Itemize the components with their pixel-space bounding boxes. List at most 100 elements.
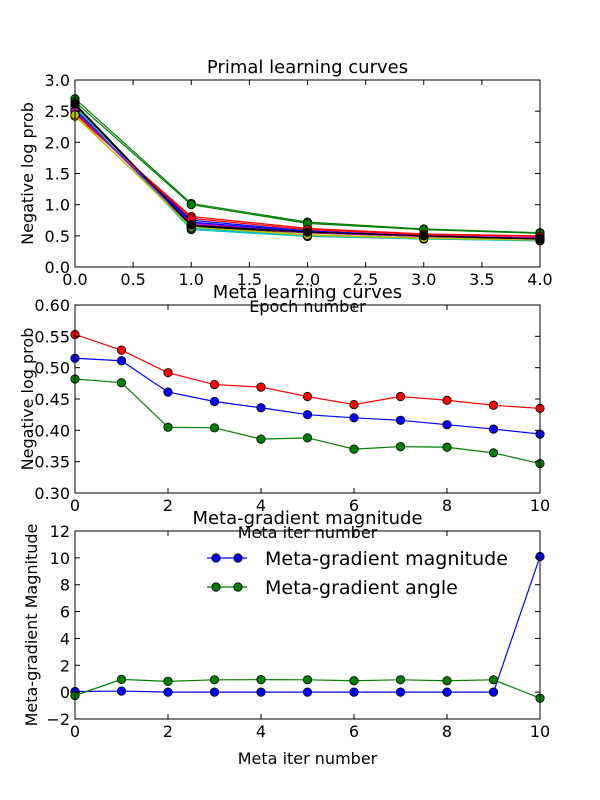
- x-tick-label: 0.5: [120, 270, 145, 289]
- x-tick-label: 0: [70, 496, 80, 515]
- x-axis-label: Meta iter number: [238, 749, 378, 768]
- data-point: [209, 687, 220, 697]
- legend-label: Meta-gradient angle: [265, 577, 458, 599]
- data-point: [442, 442, 452, 452]
- y-tick-label: 2.0: [45, 133, 70, 152]
- series-line: [74, 98, 541, 234]
- data-point: [163, 687, 173, 697]
- y-tick-label: 0.60: [34, 296, 70, 315]
- data-point: [163, 422, 173, 432]
- x-tick-label: 4.0: [527, 270, 552, 289]
- y-tick-label: 6: [60, 603, 70, 622]
- data-point: [302, 675, 313, 685]
- x-tick-label: 2.5: [353, 270, 378, 289]
- y-tick-label: 4: [60, 629, 70, 648]
- legend-marker: [211, 582, 221, 592]
- series-line: [74, 378, 541, 465]
- x-tick-label: 1.0: [179, 270, 204, 289]
- data-point: [302, 391, 313, 402]
- x-axis-label: Epoch number: [249, 297, 366, 316]
- x-tick-label: 8: [442, 496, 452, 515]
- legend-marker: [233, 582, 243, 592]
- data-point: [116, 686, 127, 696]
- data-point: [442, 676, 452, 686]
- data-point: [395, 687, 406, 697]
- x-tick-label: 1.5: [237, 270, 262, 289]
- data-point: [116, 378, 127, 388]
- y-tick-label: −2: [46, 710, 70, 729]
- data-point: [186, 220, 196, 230]
- y-tick-label: 0.35: [34, 453, 70, 472]
- x-tick-label: 2.0: [295, 270, 320, 289]
- data-point: [302, 227, 313, 237]
- chart-title: Primal learning curves: [207, 57, 408, 78]
- data-point: [256, 382, 266, 392]
- legend-marker: [233, 553, 243, 563]
- y-tick-label: 0.0: [45, 258, 70, 277]
- data-point: [163, 368, 173, 378]
- data-point: [302, 433, 313, 443]
- data-point: [256, 675, 266, 685]
- y-tick-label: 8: [60, 576, 70, 595]
- chart-title: Meta-gradient magnitude: [192, 508, 422, 529]
- subplot-1: 0.0 0.5 1.0 1.5 2.0 2.5 3.0 3.5 4.0 0.0 0.5 1.0 1.5 2…: [18, 57, 553, 316]
- data-point: [116, 345, 127, 355]
- data-point: [488, 424, 499, 434]
- data-point: [116, 356, 127, 366]
- data-point: [488, 687, 499, 697]
- chart-title: Meta learning curves: [213, 282, 402, 303]
- data-point: [163, 387, 173, 397]
- legend-label: Meta-gradient magnitude: [265, 548, 508, 570]
- x-tick-label: 4: [256, 496, 266, 515]
- data-point: [395, 415, 406, 425]
- x-tick-label: 4: [256, 722, 266, 741]
- y-tick-label: 10: [50, 549, 70, 568]
- legend: Meta-gradient magnitude Meta-gradient ang…: [207, 548, 508, 599]
- y-tick-label: 3.0: [45, 71, 70, 90]
- data-point: [442, 420, 452, 430]
- data-point: [209, 423, 220, 433]
- data-point: [256, 403, 266, 413]
- data-point: [488, 675, 499, 685]
- data-point: [395, 391, 406, 402]
- y-tick-label: 0.50: [34, 359, 70, 378]
- axes-frame: [74, 530, 541, 720]
- y-tick-label: 12: [50, 522, 70, 541]
- x-tick-label: 2: [163, 722, 173, 741]
- series-line: [74, 101, 541, 234]
- data-point: [302, 687, 313, 697]
- data-point: [442, 395, 452, 405]
- x-tick-label: 3.0: [411, 270, 436, 289]
- y-tick-label: 1.5: [45, 165, 70, 184]
- data-point: [163, 676, 173, 687]
- legend-marker: [211, 553, 221, 563]
- y-tick-label: 2.5: [45, 102, 70, 121]
- x-tick-label: 8: [442, 722, 452, 741]
- x-tick-label: 6: [349, 722, 359, 741]
- x-tick-label: 2: [163, 496, 173, 515]
- y-tick-label: 1.0: [45, 196, 70, 215]
- data-point: [442, 687, 452, 697]
- x-tick-label: 10: [530, 496, 550, 515]
- data-point: [186, 200, 196, 210]
- y-tick-label: 0.45: [34, 390, 70, 409]
- data-point: [349, 400, 359, 410]
- x-tick-label: 3.5: [469, 270, 494, 289]
- x-tick-label: 0: [70, 722, 80, 741]
- data-point: [256, 434, 266, 444]
- y-axis-label: Meta-gradient Magnitude: [22, 524, 41, 727]
- y-axis-label: Negative log prob: [18, 102, 37, 245]
- data-point: [349, 413, 359, 423]
- y-tick-label: 2: [60, 656, 70, 675]
- y-tick-label: 0.30: [34, 484, 70, 503]
- subplot-2: 0 2 4 6 8 10 0.30 0.35 0.40 0.45 0.50 0.55 0.60 Meta …: [18, 282, 550, 542]
- y-tick-label: 0: [60, 683, 70, 702]
- y-tick-label: 0.5: [45, 227, 70, 246]
- data-point: [349, 444, 359, 454]
- x-axis-label: Meta iter number: [238, 523, 378, 542]
- data-point: [349, 676, 359, 686]
- x-tick-label: 10: [530, 722, 550, 741]
- data-point: [419, 231, 429, 241]
